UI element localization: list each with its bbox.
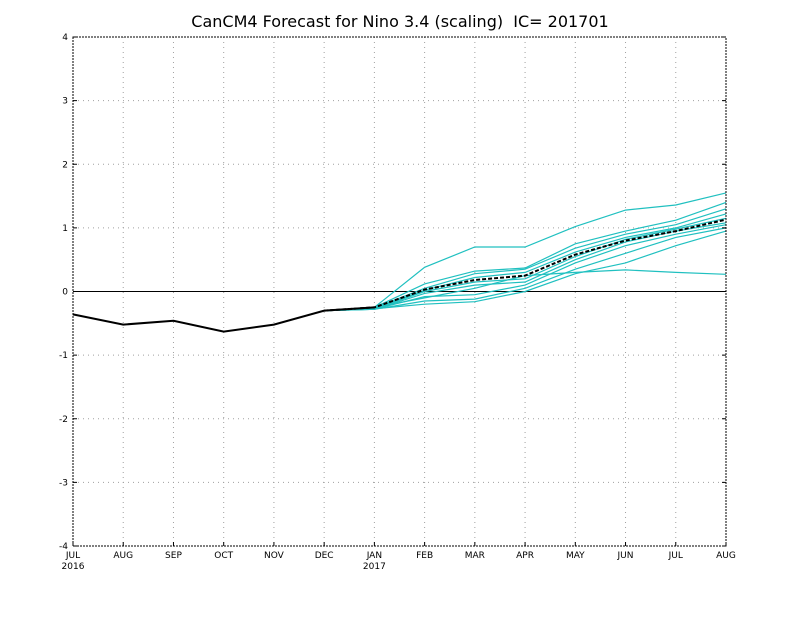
- x-tick-label: AUG: [716, 551, 736, 561]
- x-tick-label: OCT: [214, 551, 233, 561]
- x-tick-label: JUL: [65, 551, 80, 561]
- x-tick-labels: JUL AUG SEP OCT NOV DEC JAN FEB MAR APR MAY JUN JUL A…: [62, 542, 736, 572]
- ensemble-mean-line: [324, 218, 727, 312]
- x-tick-label: SEP: [165, 551, 182, 561]
- x-tick-label: FEB: [416, 551, 433, 561]
- y-tick-label: 3: [62, 97, 68, 107]
- x-tick-label: JUN: [617, 551, 634, 561]
- y-tick-label: -4: [59, 542, 68, 552]
- x-year-label: 2017: [363, 562, 386, 572]
- x-tick-label: AUG: [113, 551, 133, 561]
- x-tick-label: DEC: [315, 551, 334, 561]
- y-tick-label: -1: [59, 351, 68, 361]
- ensemble-members: [324, 192, 727, 312]
- y-tick-label: -2: [59, 415, 68, 425]
- x-tick-label: NOV: [264, 551, 285, 561]
- chart-title: CanCM4 Forecast for Nino 3.4 (scaling) I…: [191, 12, 608, 31]
- ensemble-member-line-9: [324, 230, 727, 312]
- y-tick-label: 1: [62, 224, 68, 234]
- x-tick-label: JUL: [668, 551, 683, 561]
- ensemble-member-line-7: [324, 224, 727, 312]
- x-tick-label: JAN: [366, 551, 382, 561]
- ensemble-member-line-3: [324, 208, 727, 312]
- ensemble-mean-series: [324, 218, 727, 312]
- y-tick-label: 4: [62, 33, 68, 43]
- ensemble-member-line-1: [324, 192, 727, 312]
- ensemble-member-line-5: [324, 217, 727, 312]
- y-tick-label: -3: [59, 478, 68, 488]
- x-tick-label: MAR: [465, 551, 485, 561]
- x-tick-label: APR: [516, 551, 534, 561]
- y-tick-label: 2: [62, 160, 68, 170]
- y-tick-label: 0: [62, 288, 68, 298]
- ensemble-member-line-8: [324, 227, 727, 312]
- x-tick-label: MAY: [566, 551, 585, 561]
- ensemble-member-line-2: [324, 201, 727, 312]
- x-year-label: 2016: [62, 562, 85, 572]
- y-tick-labels: -4 -3 -2 -1 0 1 2 3 4: [59, 33, 726, 552]
